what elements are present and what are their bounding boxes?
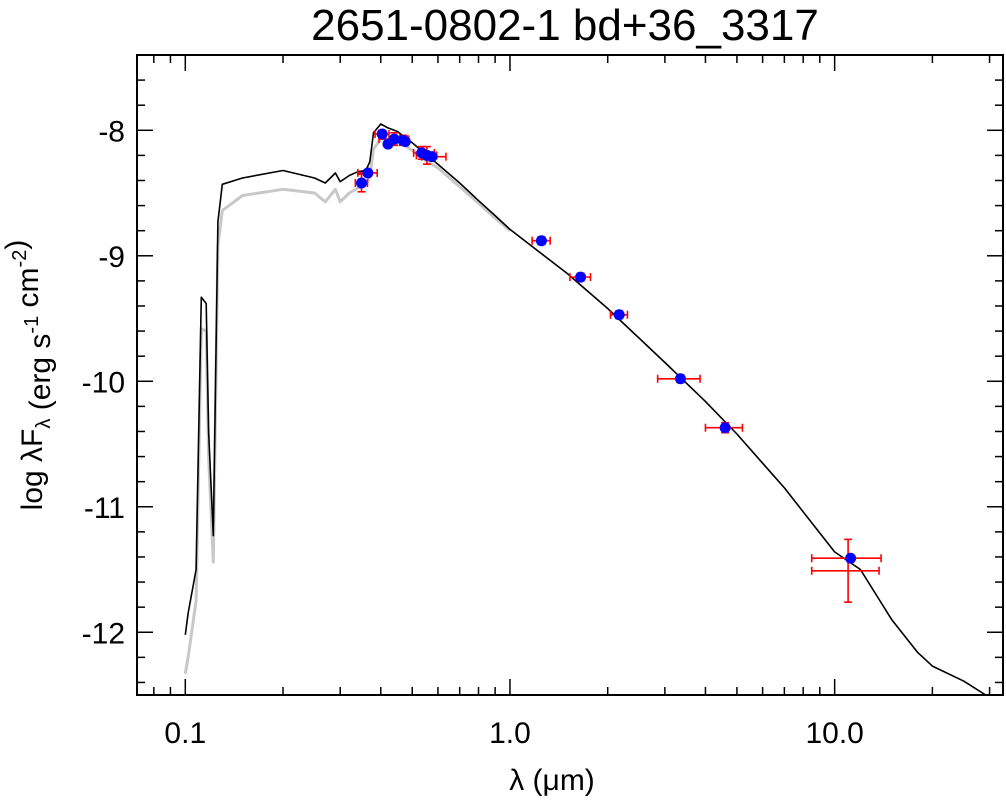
x-tick-label: 1.0 [489,717,531,750]
y-tick-label: -9 [98,241,125,274]
y-tick-label: -10 [82,366,125,399]
model-spectrum-line [184,123,988,695]
errorbar-16 [810,538,880,603]
y-tick-label: -12 [82,617,125,650]
errorbar-layer [354,129,882,603]
data-point-11 [575,271,587,283]
data-point-9 [426,151,438,163]
x-axis-label: λ (μm) [509,764,595,797]
data-point-15 [845,552,857,564]
plot-frame [136,54,1004,696]
data-point-12 [613,309,625,321]
data-point-0 [356,177,368,189]
x-tick-label: 0.1 [164,717,206,750]
data-point-6 [399,136,411,148]
y-axis-label: log λFλ (erg s-1 cm-2) [0,240,57,511]
data-point-4 [388,133,400,145]
tick-label-layer: 0.1 1.0 10.0 -8 -9 -10 -11 -12 [82,115,864,750]
chart-title: 2651-0802-1 bd+36_3317 [311,1,819,50]
data-point-10 [535,235,547,247]
tick-layer [137,54,1003,695]
point-layer [356,128,857,564]
model-layer [183,123,988,695]
data-point-14 [719,422,731,434]
unreddened-spectrum-line [183,137,511,674]
data-point-1 [362,167,374,179]
y-tick-label: -11 [84,492,125,525]
x-tick-label: 10.0 [805,717,863,750]
y-axis-label-text: log λFλ (erg s-1 cm-2) [0,240,57,511]
y-tick-label: -8 [98,115,125,148]
data-point-2 [376,128,388,140]
data-point-13 [674,373,686,385]
